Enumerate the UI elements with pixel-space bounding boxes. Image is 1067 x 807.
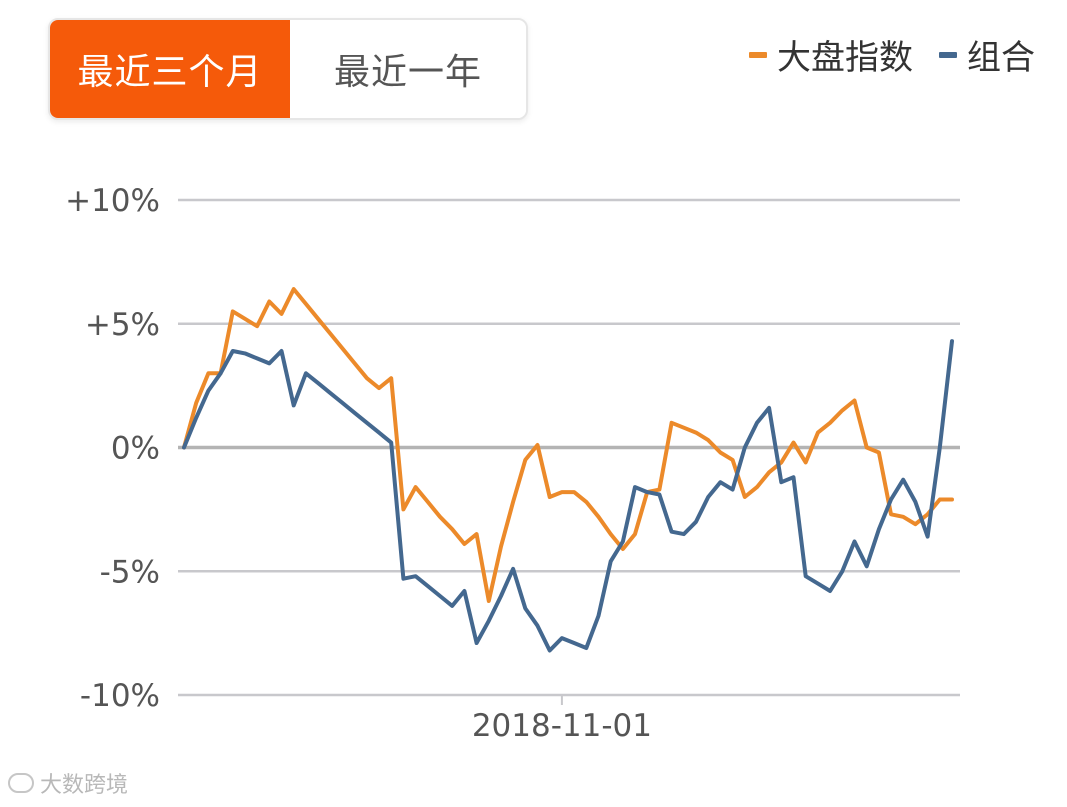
legend-item-index[interactable]: 大盘指数 (749, 30, 913, 79)
legend-item-portfolio[interactable]: 组合 (939, 30, 1035, 79)
y-tick-label-3: -5% (100, 554, 160, 590)
y-tick-label-0: +10% (65, 183, 160, 219)
x-tick-label-0: 2018-11-01 (472, 708, 652, 744)
watermark: 大数跨境 (8, 767, 128, 799)
y-tick-label-1: +5% (85, 307, 160, 343)
legend-label-index: 大盘指数 (777, 38, 913, 78)
legend-swatch-index (749, 51, 767, 58)
chart-gridlines (178, 198, 960, 697)
y-tick-label-2: 0% (111, 431, 160, 467)
tab-last-year[interactable]: 最近一年 (290, 20, 526, 118)
tab-last-three-months[interactable]: 最近三个月 (50, 20, 290, 118)
series-line-1 (182, 339, 954, 653)
watermark-text: 大数跨境 (40, 773, 129, 798)
legend-swatch-portfolio (939, 51, 957, 58)
chart-legend: 大盘指数 组合 (749, 30, 1035, 79)
period-tab-bar: 最近三个月 最近一年 (48, 18, 528, 120)
x-axis-tick-labels: 2018-11-01 (472, 695, 652, 744)
series-line-0 (182, 287, 954, 603)
chart-series-lines (182, 287, 954, 653)
y-axis-tick-labels: +10% +5% 0% -5% -10% (65, 183, 160, 714)
watermark-logo-icon (8, 773, 34, 793)
y-tick-label-4: -10% (80, 678, 160, 714)
legend-label-portfolio: 组合 (967, 38, 1035, 78)
